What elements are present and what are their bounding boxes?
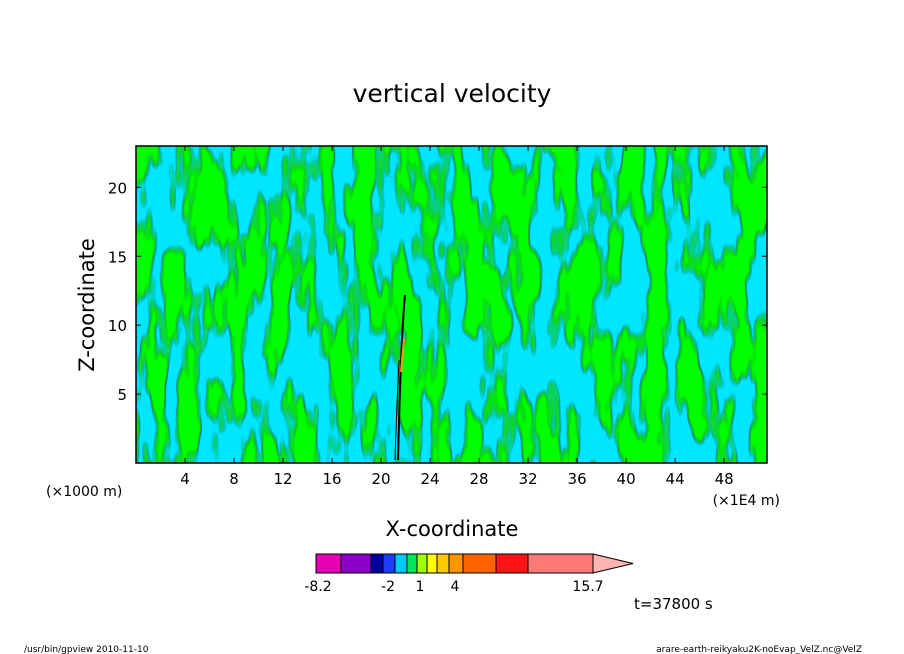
colorbar-label: -2 (381, 579, 395, 595)
y-axis-ticks: 5 10 15 20 (108, 179, 767, 404)
footer-left: /usr/bin/gpview 2010-11-10 (24, 645, 149, 654)
colorbar-segment (340, 553, 372, 574)
y-tick-label: 15 (108, 248, 127, 266)
x-tick-label: 36 (568, 470, 587, 488)
colorbar-label: 1 (416, 579, 425, 595)
colorbar-label: -8.2 (304, 579, 331, 595)
x-tick-label: 44 (666, 470, 685, 488)
colorbar-segment (406, 553, 418, 574)
colorbar (315, 553, 634, 574)
x-unit-right: (×1E4 m) (713, 493, 780, 509)
x-tick-label: 16 (322, 470, 341, 488)
x-tick-label: 8 (229, 470, 239, 488)
x-tick-label: 40 (617, 470, 636, 488)
colorbar-segment (462, 553, 497, 574)
x-tick-label: 28 (470, 470, 489, 488)
colorbar-segment (382, 553, 396, 574)
colorbar-extend-arrow (592, 553, 634, 574)
updraft-core (394, 294, 406, 461)
x-tick-label: 12 (273, 470, 292, 488)
y-tick-label: 5 (117, 386, 127, 404)
field-upward-regions (136, 146, 767, 463)
colorbar-segment (495, 553, 529, 574)
x-axis-label: X-coordinate (386, 517, 519, 541)
colorbar-segment (416, 553, 428, 574)
plot-frame (135, 145, 768, 464)
colorbar-segment (527, 553, 594, 574)
chart-title: vertical velocity (353, 79, 552, 108)
colorbar-label: 4 (451, 579, 460, 595)
colorbar-label: 15.7 (572, 579, 603, 595)
colorbar-segment (436, 553, 450, 574)
colorbar-segment (315, 553, 342, 574)
colorbar-segment (448, 553, 464, 574)
velocity-field (136, 146, 767, 463)
colorbar-segment (394, 553, 408, 574)
footer-right: arare-earth-reikyaku2K-noEvap_VelZ.nc@Ve… (656, 645, 862, 654)
colorbar-segment (370, 553, 384, 574)
x-tick-label: 4 (180, 470, 190, 488)
x-tick-label: 32 (519, 470, 538, 488)
colorbar-segment (426, 553, 438, 574)
colorbar-labels: -8.2 -2 1 4 15.7 (304, 579, 603, 595)
x-axis-ticks: 4 8 12 16 20 24 28 32 36 40 44 48 (180, 146, 734, 488)
x-unit-left: (×1000 m) (46, 484, 122, 500)
y-axis-label: Z-coordinate (75, 238, 99, 372)
y-tick-label: 20 (108, 179, 127, 197)
x-tick-label: 20 (372, 470, 391, 488)
x-tick-label: 48 (715, 470, 734, 488)
time-label: t=37800 s (634, 595, 713, 613)
y-tick-label: 10 (108, 317, 127, 335)
x-tick-label: 24 (421, 470, 440, 488)
